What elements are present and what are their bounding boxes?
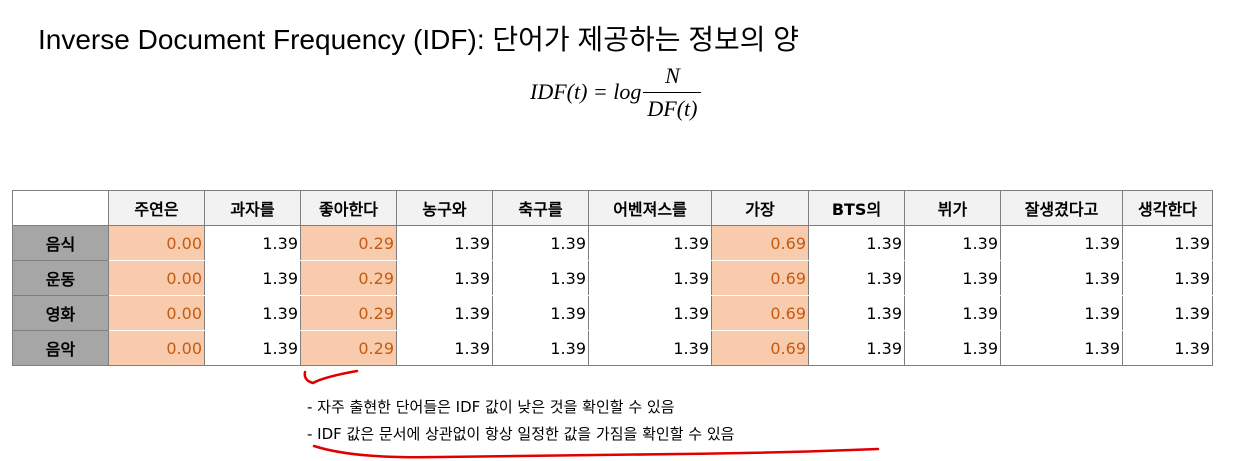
table-cell: 1.39 bbox=[1122, 225, 1213, 261]
table-cell: 1.39 bbox=[904, 330, 1001, 366]
table-row: 음악 0.00 1.39 0.29 1.39 1.39 1.39 0.69 1.… bbox=[12, 330, 1213, 366]
table-row: 영화 0.00 1.39 0.29 1.39 1.39 1.39 0.69 1.… bbox=[12, 295, 1213, 331]
table-cell: 1.39 bbox=[204, 260, 301, 296]
idf-formula: IDF(t) = log N DF(t) bbox=[530, 58, 702, 126]
column-header: 과자를 bbox=[204, 190, 301, 226]
table-row: 음식 0.00 1.39 0.29 1.39 1.39 1.39 0.69 1.… bbox=[12, 225, 1213, 261]
idf-table: 주연은 과자를 좋아한다 농구와 축구를 어벤져스를 가장 BTS의 뷔가 잘생… bbox=[12, 190, 1213, 366]
table-cell: 0.00 bbox=[108, 225, 205, 261]
table-cell: 1.39 bbox=[204, 225, 301, 261]
column-header: 축구를 bbox=[492, 190, 589, 226]
table-cell: 1.39 bbox=[808, 330, 905, 366]
note-line: - IDF 값은 문서에 상관없이 항상 일정한 값을 가짐을 확인할 수 있음 bbox=[307, 425, 735, 443]
table-cell: 1.39 bbox=[492, 295, 589, 331]
table-cell: 0.69 bbox=[711, 295, 809, 331]
table-cell: 1.39 bbox=[588, 295, 712, 331]
table-cell: 1.39 bbox=[1122, 295, 1213, 331]
table-cell: 1.39 bbox=[1122, 330, 1213, 366]
table-cell: 1.39 bbox=[492, 330, 589, 366]
table-cell: 0.29 bbox=[300, 260, 397, 296]
table-cell: 0.29 bbox=[300, 225, 397, 261]
table-cell: 0.00 bbox=[108, 295, 205, 331]
red-underline-squiggle bbox=[312, 444, 880, 459]
table-corner-cell bbox=[12, 190, 109, 226]
table-cell: 1.39 bbox=[904, 260, 1001, 296]
table-cell: 0.29 bbox=[300, 330, 397, 366]
table-cell: 0.69 bbox=[711, 330, 809, 366]
table-cell: 0.00 bbox=[108, 260, 205, 296]
table-cell: 1.39 bbox=[1122, 260, 1213, 296]
red-check-mark bbox=[303, 369, 359, 385]
row-label: 음악 bbox=[12, 330, 109, 366]
table-cell: 1.39 bbox=[1000, 295, 1123, 331]
column-header: BTS의 bbox=[808, 190, 905, 226]
table-cell: 1.39 bbox=[396, 260, 493, 296]
column-header: 좋아한다 bbox=[300, 190, 397, 226]
formula-lhs: IDF(t) = log bbox=[530, 79, 642, 104]
column-header: 가장 bbox=[711, 190, 809, 226]
table-row: 운동 0.00 1.39 0.29 1.39 1.39 1.39 0.69 1.… bbox=[12, 260, 1213, 296]
table-cell: 1.39 bbox=[492, 225, 589, 261]
table-cell: 1.39 bbox=[492, 260, 589, 296]
table-cell: 1.39 bbox=[808, 260, 905, 296]
row-label: 음식 bbox=[12, 225, 109, 261]
column-header: 주연은 bbox=[108, 190, 205, 226]
table-cell: 1.39 bbox=[1000, 330, 1123, 366]
table-cell: 1.39 bbox=[396, 225, 493, 261]
column-header: 뷔가 bbox=[904, 190, 1001, 226]
notes: - 자주 출현한 단어들은 IDF 값이 낮은 것을 확인할 수 있음 - ID… bbox=[307, 394, 734, 448]
column-header: 생각한다 bbox=[1122, 190, 1213, 226]
row-label: 영화 bbox=[12, 295, 109, 331]
column-header: 농구와 bbox=[396, 190, 493, 226]
table-cell: 1.39 bbox=[904, 295, 1001, 331]
column-header: 어벤져스를 bbox=[588, 190, 712, 226]
table-cell: 0.69 bbox=[711, 225, 809, 261]
formula-numerator: N bbox=[665, 62, 680, 88]
formula-fraction: N DF(t) bbox=[643, 62, 702, 122]
table-cell: 1.39 bbox=[588, 330, 712, 366]
note-line: - 자주 출현한 단어들은 IDF 값이 낮은 것을 확인할 수 있음 bbox=[307, 398, 675, 416]
table-header-row: 주연은 과자를 좋아한다 농구와 축구를 어벤져스를 가장 BTS의 뷔가 잘생… bbox=[12, 190, 1213, 226]
table-cell: 1.39 bbox=[1000, 260, 1123, 296]
table-cell: 1.39 bbox=[204, 330, 301, 366]
formula-denominator: DF(t) bbox=[643, 91, 702, 122]
page-title: Inverse Document Frequency (IDF): 단어가 제공… bbox=[38, 24, 800, 55]
